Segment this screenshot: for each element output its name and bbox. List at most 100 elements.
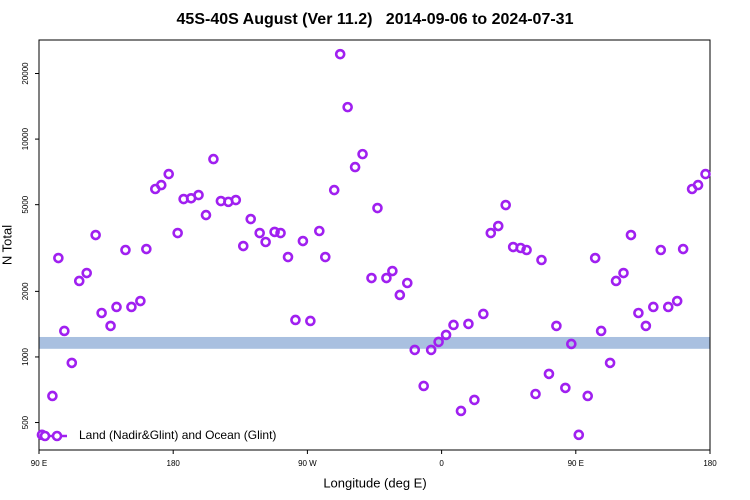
point bbox=[275, 227, 286, 239]
point bbox=[290, 314, 301, 326]
point bbox=[73, 275, 85, 287]
point bbox=[463, 318, 474, 330]
point bbox=[589, 252, 601, 264]
point bbox=[155, 179, 167, 191]
point bbox=[314, 225, 325, 237]
shaded-band bbox=[39, 336, 710, 349]
point bbox=[105, 320, 116, 332]
point bbox=[381, 272, 392, 284]
point bbox=[334, 48, 346, 60]
point bbox=[648, 301, 659, 313]
point bbox=[372, 202, 383, 214]
point bbox=[366, 272, 377, 284]
x-tick-label: 90 E bbox=[568, 459, 584, 468]
point bbox=[560, 382, 571, 394]
point bbox=[418, 380, 430, 392]
point bbox=[163, 168, 175, 180]
point bbox=[200, 209, 212, 221]
point bbox=[230, 194, 242, 206]
point bbox=[269, 226, 280, 238]
point bbox=[53, 252, 64, 264]
point bbox=[111, 301, 122, 313]
chart-title: 45S-40S August (Ver 11.2) 2014-09-06 to … bbox=[177, 11, 574, 28]
point bbox=[492, 220, 504, 232]
point bbox=[440, 329, 452, 341]
point bbox=[357, 148, 368, 160]
point bbox=[328, 184, 340, 196]
point bbox=[640, 320, 652, 332]
point bbox=[478, 308, 489, 320]
point bbox=[66, 357, 78, 369]
point bbox=[260, 236, 271, 248]
x-tick-label: 90 E bbox=[31, 459, 47, 468]
point bbox=[700, 168, 711, 180]
point bbox=[342, 101, 353, 113]
point bbox=[245, 213, 257, 225]
y-tick-label: 5000 bbox=[21, 195, 30, 213]
point bbox=[500, 199, 512, 211]
point bbox=[172, 227, 183, 239]
x-tick-label: 0 bbox=[439, 459, 444, 468]
point bbox=[349, 161, 361, 173]
point bbox=[543, 368, 555, 380]
point bbox=[604, 357, 616, 369]
point bbox=[536, 254, 547, 266]
point bbox=[81, 267, 93, 279]
point bbox=[692, 179, 704, 191]
x-tick-label: 180 bbox=[703, 459, 717, 468]
point bbox=[409, 344, 421, 356]
legend-marker bbox=[51, 430, 63, 442]
point bbox=[485, 227, 497, 239]
point bbox=[193, 189, 204, 201]
point bbox=[469, 394, 480, 406]
point bbox=[394, 289, 406, 301]
point bbox=[237, 240, 249, 252]
point bbox=[633, 307, 644, 319]
point bbox=[455, 405, 467, 417]
point bbox=[677, 243, 689, 255]
point bbox=[595, 325, 607, 337]
point bbox=[208, 153, 219, 165]
x-tick-label: 90 W bbox=[298, 459, 317, 468]
y-tick-label: 10000 bbox=[21, 127, 30, 150]
point bbox=[305, 315, 316, 327]
point bbox=[551, 320, 562, 332]
y-tick-label: 1000 bbox=[21, 347, 30, 365]
point bbox=[47, 390, 58, 402]
point bbox=[319, 251, 331, 263]
point bbox=[254, 227, 265, 239]
point bbox=[566, 338, 577, 350]
point bbox=[126, 301, 137, 313]
point bbox=[59, 325, 70, 337]
y-tick-label: 20000 bbox=[21, 62, 30, 85]
point bbox=[448, 319, 459, 331]
point bbox=[297, 235, 309, 247]
point bbox=[521, 244, 532, 256]
point bbox=[671, 295, 683, 307]
point bbox=[282, 251, 294, 263]
point bbox=[402, 277, 413, 289]
point bbox=[530, 388, 541, 400]
y-tick-label: 2000 bbox=[21, 282, 30, 300]
point bbox=[96, 307, 107, 319]
x-axis-label: Longitude (deg E) bbox=[323, 475, 426, 490]
point bbox=[141, 243, 152, 255]
x-tick-label: 180 bbox=[167, 459, 181, 468]
point bbox=[135, 295, 146, 307]
y-tick-label: 500 bbox=[21, 415, 30, 429]
y-axis-label: N Total bbox=[0, 225, 14, 265]
point bbox=[120, 244, 131, 256]
point bbox=[625, 229, 637, 241]
legend-marker bbox=[39, 430, 51, 442]
point bbox=[618, 267, 629, 279]
point bbox=[387, 265, 398, 277]
legend-label: Land (Nadir&Glint) and Ocean (Glint) bbox=[79, 428, 276, 442]
plot-frame bbox=[38, 39, 711, 451]
point bbox=[582, 390, 594, 402]
point bbox=[515, 242, 526, 254]
point bbox=[573, 429, 585, 441]
point bbox=[610, 275, 622, 287]
point bbox=[425, 344, 437, 356]
point bbox=[662, 301, 674, 313]
